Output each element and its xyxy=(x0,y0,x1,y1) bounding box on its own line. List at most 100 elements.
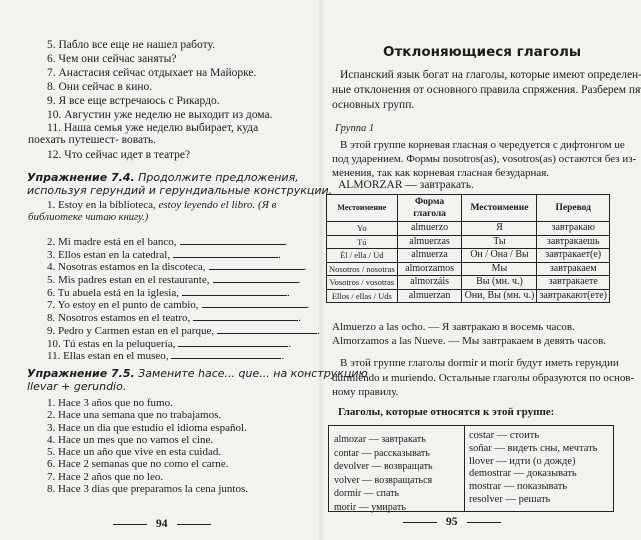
exercise-title: Упражнение 7.5. xyxy=(27,367,135,380)
table-cell: almorzáis xyxy=(396,275,463,290)
exercise-7-5-heading: Упражнение 7.5. Замените hace... que... … xyxy=(27,367,368,393)
verb-entry: volver — возвращаться xyxy=(334,474,433,486)
list-item-continuation: вовать. xyxy=(121,134,157,146)
list-item: 7. Yo estoy en el punto de cambio,. xyxy=(47,298,310,312)
answer-blank[interactable] xyxy=(178,337,289,347)
verb-entry: almozar — завтракать xyxy=(334,434,426,445)
list-item: 10. Tú estas en la peluquería,. xyxy=(47,337,292,350)
example-translation: читаю книгу.) xyxy=(85,212,149,223)
table-cell: завтракаешь xyxy=(536,234,610,249)
table-cell: Vosotros / vosotras xyxy=(326,275,398,290)
list-item: 6. Hace 2 semanas que no como el carne. xyxy=(47,458,229,471)
table-cell: Я xyxy=(461,221,538,236)
verb-list-heading: Глаголы, которые относятся к этой группе… xyxy=(338,406,555,418)
intro-paragraph: Испанский язык богат на глаголы, которые… xyxy=(332,68,641,113)
answer-blank[interactable] xyxy=(173,248,279,258)
verb-entry: soñar — видеть сны, мечтать xyxy=(469,442,598,454)
page-number-right: 95 xyxy=(394,516,510,528)
item-text: 6. Tu abuela está en la iglesia, xyxy=(47,286,179,299)
list-item: 6. Чем они сейчас заняты? xyxy=(47,53,177,65)
list-item: 1. Estoy en la biblioteca, xyxy=(47,199,159,211)
item-text: 2. Mi madre está en el banco, xyxy=(47,236,177,248)
list-item: 8. Они сейчас в кино. xyxy=(47,81,153,93)
paragraph-line: под ударением. Формы nosotros(as), vosot… xyxy=(332,153,637,165)
example-answer: estoy leyendo el libro. (Я в библиотеке xyxy=(28,199,277,223)
item-text: 5. Mis padres estan en el restaurante, xyxy=(47,274,210,287)
paragraph-line: менения, так как корневая гласная безуда… xyxy=(332,167,550,179)
table-cell: almuerza xyxy=(396,248,463,263)
item-text: 4. Nosotras estamos en la discoteca, xyxy=(47,261,206,274)
table-row: Nosotros / nosotras almorzamos Мы завтракае… xyxy=(326,261,610,276)
table-cell: almorzamos xyxy=(396,261,463,276)
list-item: 7. Анастасия сейчас отдыхает на Майорке. xyxy=(47,67,257,79)
list-item: 12. Что сейчас идет в театре? xyxy=(47,149,191,161)
item-text: 3. Ellos estan en la catedral, xyxy=(47,248,171,261)
table-header-row: Местоимение Форма глагола Местоимение Пе… xyxy=(326,194,610,222)
list-item: 11. Наша семья уже неделю выбирает, куда… xyxy=(28,122,259,146)
list-item: 2. Hace una semana que no trabajamos. xyxy=(47,409,222,422)
table-cell: Вы (мн. ч.) xyxy=(461,275,538,290)
table-row: Él / ella / Ud almuerza Он / Она / Вы завтр… xyxy=(326,248,610,263)
answer-blank[interactable] xyxy=(201,298,307,309)
list-item: 1. Hace 3 años que no fumo. xyxy=(47,397,173,409)
table-cell: завтракают(ете) xyxy=(536,288,610,303)
table-cell: Ellos / ellas / Uds xyxy=(326,288,398,303)
table-cell: almuerzo xyxy=(396,221,463,236)
item-text: 7. Yo estoy en el punto de cambio, xyxy=(47,299,199,312)
answer-blank[interactable] xyxy=(208,260,304,271)
table-cell: Ты xyxy=(461,234,538,249)
verb-entry: devolver — возвращать xyxy=(334,461,433,472)
verb-entry: llover — идти (о дожде) xyxy=(469,455,576,467)
verb-list-box: almozar — завтракать contar — рассказыват… xyxy=(328,425,614,513)
table-cell: Они, Вы (мн. ч.) xyxy=(461,288,538,303)
table-row: Tú almuerzas Ты завтракаешь xyxy=(326,234,610,249)
paragraph-line: ному правилу. xyxy=(332,386,399,398)
list-item: 7. Hace 2 años que no leo. xyxy=(47,470,164,483)
answer-blank[interactable] xyxy=(179,235,285,245)
answer-blank[interactable] xyxy=(193,311,299,322)
exercise-title: Упражнение 7.4. xyxy=(27,171,135,184)
example-sentence: Almorzamos a las Nueve. — Мы завтракаем … xyxy=(332,335,607,347)
list-item: 2. Mi madre está en el banco,. xyxy=(47,235,288,248)
table-cell: Мы xyxy=(461,261,538,276)
exercise-instruction: используя герундий и герундиальные конст… xyxy=(27,184,333,197)
verb-entry: costar — стоить xyxy=(469,430,540,441)
table-cell: Yo xyxy=(326,221,398,236)
exercise-7-5-items: 1. Hace 3 años que no fumo. 2. Hace una … xyxy=(28,397,248,495)
answer-blank[interactable] xyxy=(171,349,282,360)
item-text: 8. Nosotros estamos en el teatro, xyxy=(47,312,191,325)
column-header: Местоимение xyxy=(326,194,398,222)
answer-blank[interactable] xyxy=(181,286,287,296)
table-cell: Él / ella / Ud xyxy=(326,248,398,263)
group-paragraph: В этой группе корневая гласная o чередуе… xyxy=(332,138,636,180)
list-item: 11. Ellas estan en el museo,. xyxy=(47,349,285,363)
gerund-paragraph: В этой группе глаголы dormir и morir буд… xyxy=(332,356,634,400)
column-header: Форма глагола xyxy=(396,194,463,222)
list-item: 8. Nosotros estamos en el teatro,. xyxy=(47,311,302,325)
answer-blank[interactable] xyxy=(217,324,318,334)
example-item: 1. Estoy en la biblioteca, estoy leyendo… xyxy=(28,199,296,235)
list-item: 9. Я все еще встречаюсь с Рикардо. xyxy=(47,95,220,107)
table-cell: завтракаете xyxy=(536,275,610,290)
table-cell: Nosotros / nosotras xyxy=(326,261,398,276)
exercise-7-4-items: 1. Estoy en la biblioteca, estoy leyendo… xyxy=(28,199,320,363)
list-item: 5. Mis padres estan en el restaurante,. xyxy=(47,273,301,287)
paragraph-line: durmiendo и muriendo. Остальные глаголы … xyxy=(332,371,635,384)
paragraph-line: Испанский язык богат на глаголы, которые… xyxy=(340,69,641,81)
verb-entry: contar — рассказывать xyxy=(334,447,430,459)
examples: Almuerzo a las ocho. — Я завтракаю в вос… xyxy=(332,320,606,348)
table-row: Vosotros / vosotras almorzáis Вы (мн. ч.) з… xyxy=(326,275,610,290)
list-item: 10. Августин уже неделю не выходит из до… xyxy=(47,109,273,121)
page-number-left: 94 xyxy=(104,518,220,530)
group-label: Группа 1 xyxy=(335,123,375,134)
exercise-instruction: Замените hace... que... на конструкцию xyxy=(138,367,368,380)
verb-entry: dormir — спать xyxy=(334,488,400,499)
list-item: 3. Ellos estan en la catedral,. xyxy=(47,248,281,261)
item-text: 9. Pedro y Carmen estan en el parque, xyxy=(47,324,215,337)
list-item: 5. Пабло все еще не нашел работу. xyxy=(47,39,215,51)
answer-blank[interactable] xyxy=(212,273,298,284)
book-gutter xyxy=(318,0,324,540)
verb-entry: resolver — решать xyxy=(469,493,551,505)
